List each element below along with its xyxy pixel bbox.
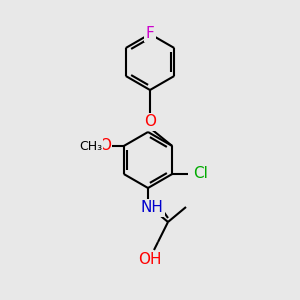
Text: CH₃: CH₃: [79, 140, 102, 152]
Text: O: O: [144, 115, 156, 130]
Text: NH: NH: [141, 200, 164, 215]
Text: Cl: Cl: [193, 167, 208, 182]
Text: F: F: [146, 26, 154, 40]
Text: OH: OH: [138, 253, 162, 268]
Text: O: O: [99, 139, 111, 154]
